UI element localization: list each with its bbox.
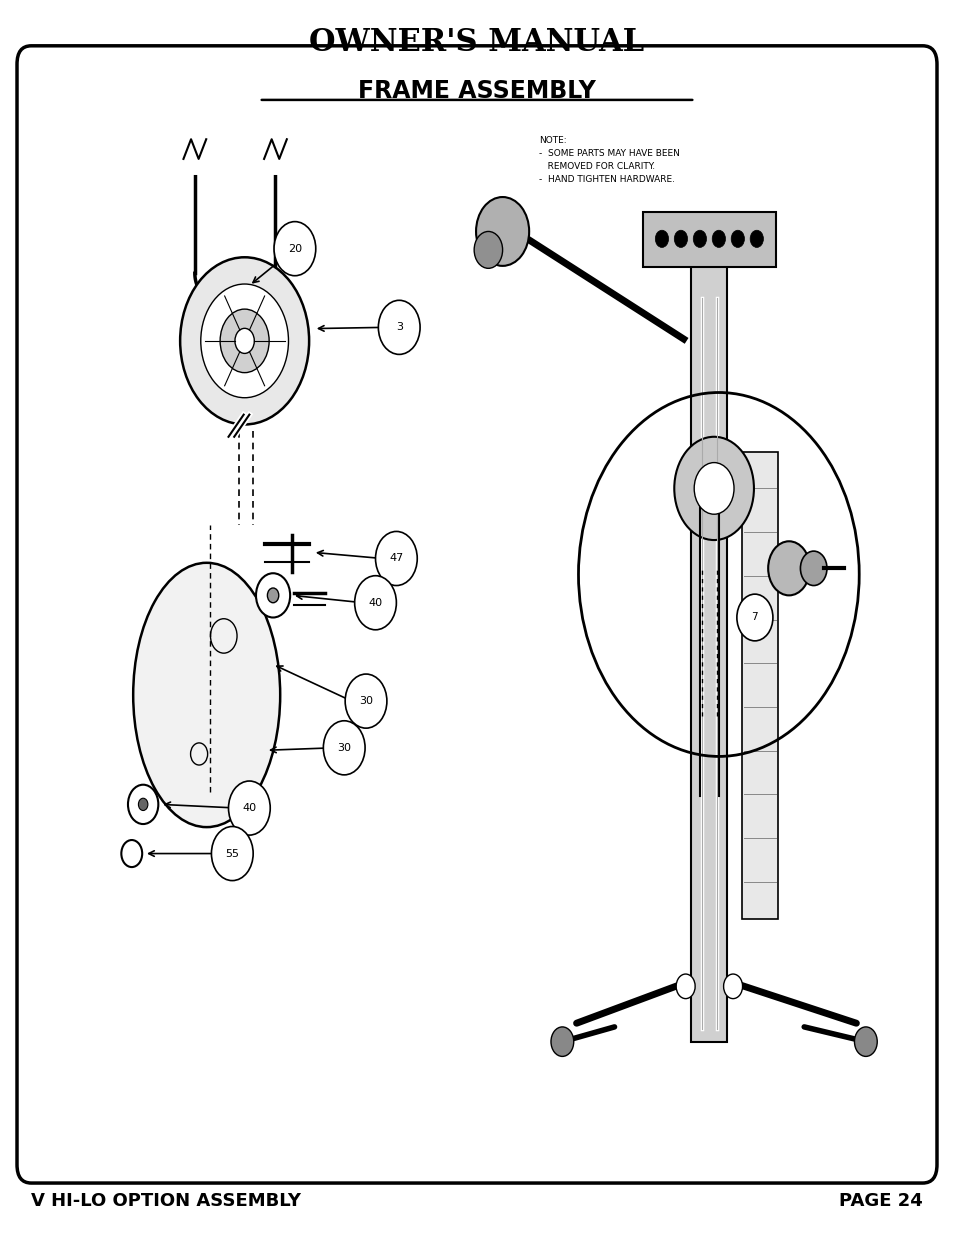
Circle shape xyxy=(767,541,809,595)
Circle shape xyxy=(234,329,254,353)
Circle shape xyxy=(220,309,269,373)
Text: 30: 30 xyxy=(358,697,373,706)
Circle shape xyxy=(476,198,529,266)
Bar xyxy=(740,452,777,919)
Text: 40: 40 xyxy=(368,598,382,608)
Circle shape xyxy=(255,573,290,618)
Circle shape xyxy=(355,576,395,630)
Circle shape xyxy=(345,674,387,729)
Circle shape xyxy=(674,230,687,247)
Circle shape xyxy=(800,551,826,585)
Bar xyxy=(691,248,726,1041)
Circle shape xyxy=(180,257,309,425)
Text: 30: 30 xyxy=(336,742,351,753)
Circle shape xyxy=(128,784,158,824)
Circle shape xyxy=(722,974,741,999)
Circle shape xyxy=(694,463,733,514)
Text: 47: 47 xyxy=(389,553,403,563)
Circle shape xyxy=(854,1028,877,1056)
Text: NOTE:
-  SOME PARTS MAY HAVE BEEN
   REMOVED FOR CLARITY.
-  HAND TIGHTEN HARDWA: NOTE: - SOME PARTS MAY HAVE BEEN REMOVED… xyxy=(538,136,679,184)
Circle shape xyxy=(200,284,288,398)
Circle shape xyxy=(121,840,142,867)
Text: OWNER'S MANUAL: OWNER'S MANUAL xyxy=(309,27,644,58)
Text: FRAME ASSEMBLY: FRAME ASSEMBLY xyxy=(357,79,596,104)
Circle shape xyxy=(274,221,315,275)
Text: PAGE 24: PAGE 24 xyxy=(838,1193,922,1210)
Circle shape xyxy=(674,437,753,540)
Circle shape xyxy=(138,798,148,810)
Circle shape xyxy=(730,230,743,247)
Circle shape xyxy=(551,1028,573,1056)
Circle shape xyxy=(712,230,724,247)
Circle shape xyxy=(474,231,502,268)
Circle shape xyxy=(375,531,416,585)
Circle shape xyxy=(229,781,270,835)
Text: V HI-LO OPTION ASSEMBLY: V HI-LO OPTION ASSEMBLY xyxy=(31,1193,301,1210)
Ellipse shape xyxy=(133,563,280,827)
Text: 55: 55 xyxy=(225,848,239,858)
Circle shape xyxy=(736,594,772,641)
Text: 40: 40 xyxy=(242,803,256,813)
Circle shape xyxy=(655,230,668,247)
Circle shape xyxy=(323,721,365,774)
Circle shape xyxy=(212,826,253,881)
Circle shape xyxy=(378,300,419,354)
Bar xyxy=(642,211,775,267)
Text: 20: 20 xyxy=(288,243,302,253)
Circle shape xyxy=(693,230,706,247)
Text: 7: 7 xyxy=(751,613,758,622)
Circle shape xyxy=(267,588,278,603)
Text: 3: 3 xyxy=(395,322,402,332)
Circle shape xyxy=(749,230,762,247)
FancyBboxPatch shape xyxy=(17,46,936,1183)
Circle shape xyxy=(676,974,695,999)
